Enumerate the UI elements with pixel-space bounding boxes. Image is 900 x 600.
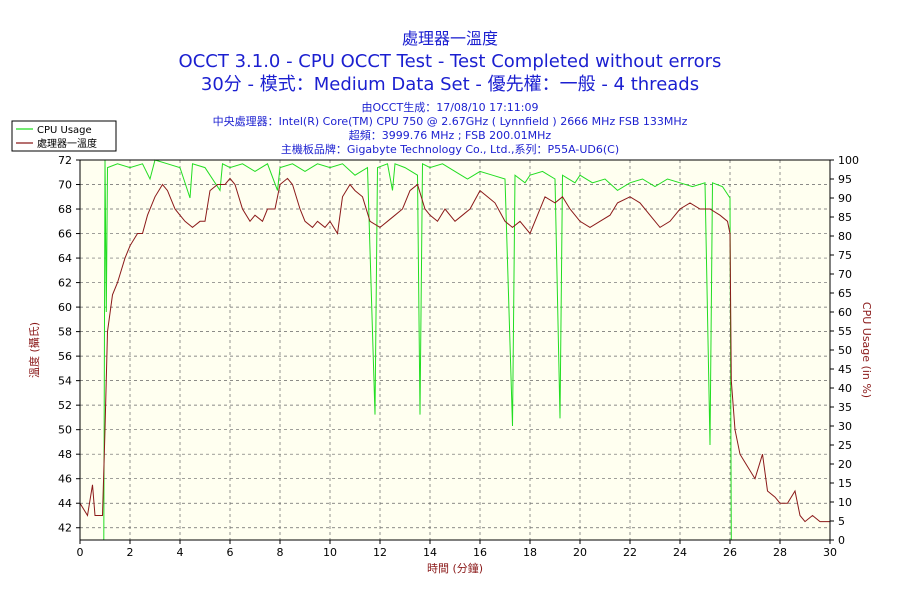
- y-right-tick-label: 0: [838, 534, 845, 547]
- y-left-tick-label: 48: [58, 448, 72, 461]
- y-right-tick-label: 15: [838, 477, 852, 490]
- motherboard-info: 主機板品牌：Gigabyte Technology Co., Ltd.,系列：P…: [280, 143, 620, 156]
- y-right-tick-label: 80: [838, 230, 852, 243]
- x-tick-label: 14: [423, 546, 437, 559]
- y-left-tick-label: 54: [58, 375, 72, 388]
- legend-label: 處理器一溫度: [37, 137, 97, 150]
- x-tick-label: 30: [823, 546, 837, 559]
- series-line-temperature: [79, 177, 830, 523]
- chart-titles: 處理器一溫度 OCCT 3.1.0 - CPU OCCT Test - Test…: [0, 0, 900, 95]
- y-right-tick-label: 85: [838, 211, 852, 224]
- legend-label: CPU Usage: [37, 125, 92, 136]
- y-right-tick-label: 90: [838, 192, 852, 205]
- system-info: 由OCCT生成：17/08/10 17:11:09 中央處理器：Intel(R)…: [0, 101, 900, 157]
- y-left-tick-label: 58: [58, 326, 72, 339]
- x-tick-label: 20: [573, 546, 587, 559]
- y-left-tick-label: 56: [58, 350, 72, 363]
- x-tick-label: 10: [323, 546, 337, 559]
- x-tick-label: 18: [523, 546, 537, 559]
- y-right-tick-label: 95: [838, 173, 852, 186]
- x-tick-label: 6: [227, 546, 234, 559]
- y-right-tick-label: 5: [838, 515, 845, 528]
- y-right-tick-label: 55: [838, 325, 852, 338]
- y-left-tick-label: 46: [58, 473, 72, 486]
- tick-labels: 0 2 4 6 8 10 12 14 16 18 20 22 24 26 28 304244464850525…: [58, 154, 859, 559]
- y-left-tick-label: 66: [58, 228, 72, 241]
- x-tick-label: 12: [373, 546, 387, 559]
- series-layer: [79, 159, 830, 541]
- x-tick-label: 8: [277, 546, 284, 559]
- y-right-tick-label: 65: [838, 287, 852, 300]
- y-left-tick-label: 60: [58, 301, 72, 314]
- y-right-tick-label: 100: [838, 154, 859, 167]
- y-right-tick-label: 10: [838, 496, 852, 509]
- generated-time: 由OCCT生成：17/08/10 17:11:09: [361, 101, 539, 114]
- y-left-tick-label: 52: [58, 399, 72, 412]
- y-right-tick-label: 70: [838, 268, 852, 281]
- series-line-cpu-usage: [80, 159, 830, 541]
- y-left-tick-label: 68: [58, 203, 72, 216]
- x-tick-label: 16: [473, 546, 487, 559]
- chart-title-test: OCCT 3.1.0 - CPU OCCT Test - Test Comple…: [178, 51, 722, 72]
- grid-lines: [80, 160, 830, 540]
- y-axis-left-title: 溫度 (攝氏): [27, 322, 41, 378]
- x-tick-label: 0: [77, 546, 84, 559]
- chart-title-mode: 30分 - 模式：Medium Data Set - 優先權：一般 - 4 th…: [200, 74, 700, 95]
- x-tick-label: 28: [773, 546, 787, 559]
- chart-title-sensor: 處理器一溫度: [401, 29, 498, 48]
- x-tick-label: 24: [673, 546, 687, 559]
- y-left-tick-label: 44: [58, 497, 72, 510]
- x-tick-label: 2: [127, 546, 134, 559]
- y-right-tick-label: 60: [838, 306, 852, 319]
- y-left-tick-label: 72: [58, 154, 72, 167]
- x-tick-label: 26: [723, 546, 737, 559]
- y-left-tick-label: 42: [58, 522, 72, 535]
- legend-box: [11, 120, 117, 152]
- overclock-info: 超頻：3999.76 MHz ; FSB 200.01MHz: [348, 129, 552, 142]
- y-right-tick-label: 40: [838, 382, 852, 395]
- y-right-tick-label: 30: [838, 420, 852, 433]
- y-right-tick-label: 50: [838, 344, 852, 357]
- y-left-tick-label: 64: [58, 252, 72, 265]
- x-tick-label: 4: [177, 546, 184, 559]
- y-axis-right-title: CPU Usage (in %): [860, 302, 873, 398]
- plot-area: [80, 160, 830, 540]
- x-axis-title: 時間 (分鐘): [427, 561, 483, 575]
- x-tick-label: 22: [623, 546, 637, 559]
- y-right-tick-label: 75: [838, 249, 852, 262]
- y-right-tick-label: 45: [838, 363, 852, 376]
- y-left-tick-label: 62: [58, 277, 72, 290]
- y-right-tick-label: 20: [838, 458, 852, 471]
- y-right-tick-label: 25: [838, 439, 852, 452]
- y-right-tick-label: 35: [838, 401, 852, 414]
- y-left-tick-label: 50: [58, 424, 72, 437]
- y-left-tick-label: 70: [58, 179, 72, 192]
- cpu-info: 中央處理器：Intel(R) Core(TM) CPU 750 @ 2.67GH…: [212, 115, 688, 128]
